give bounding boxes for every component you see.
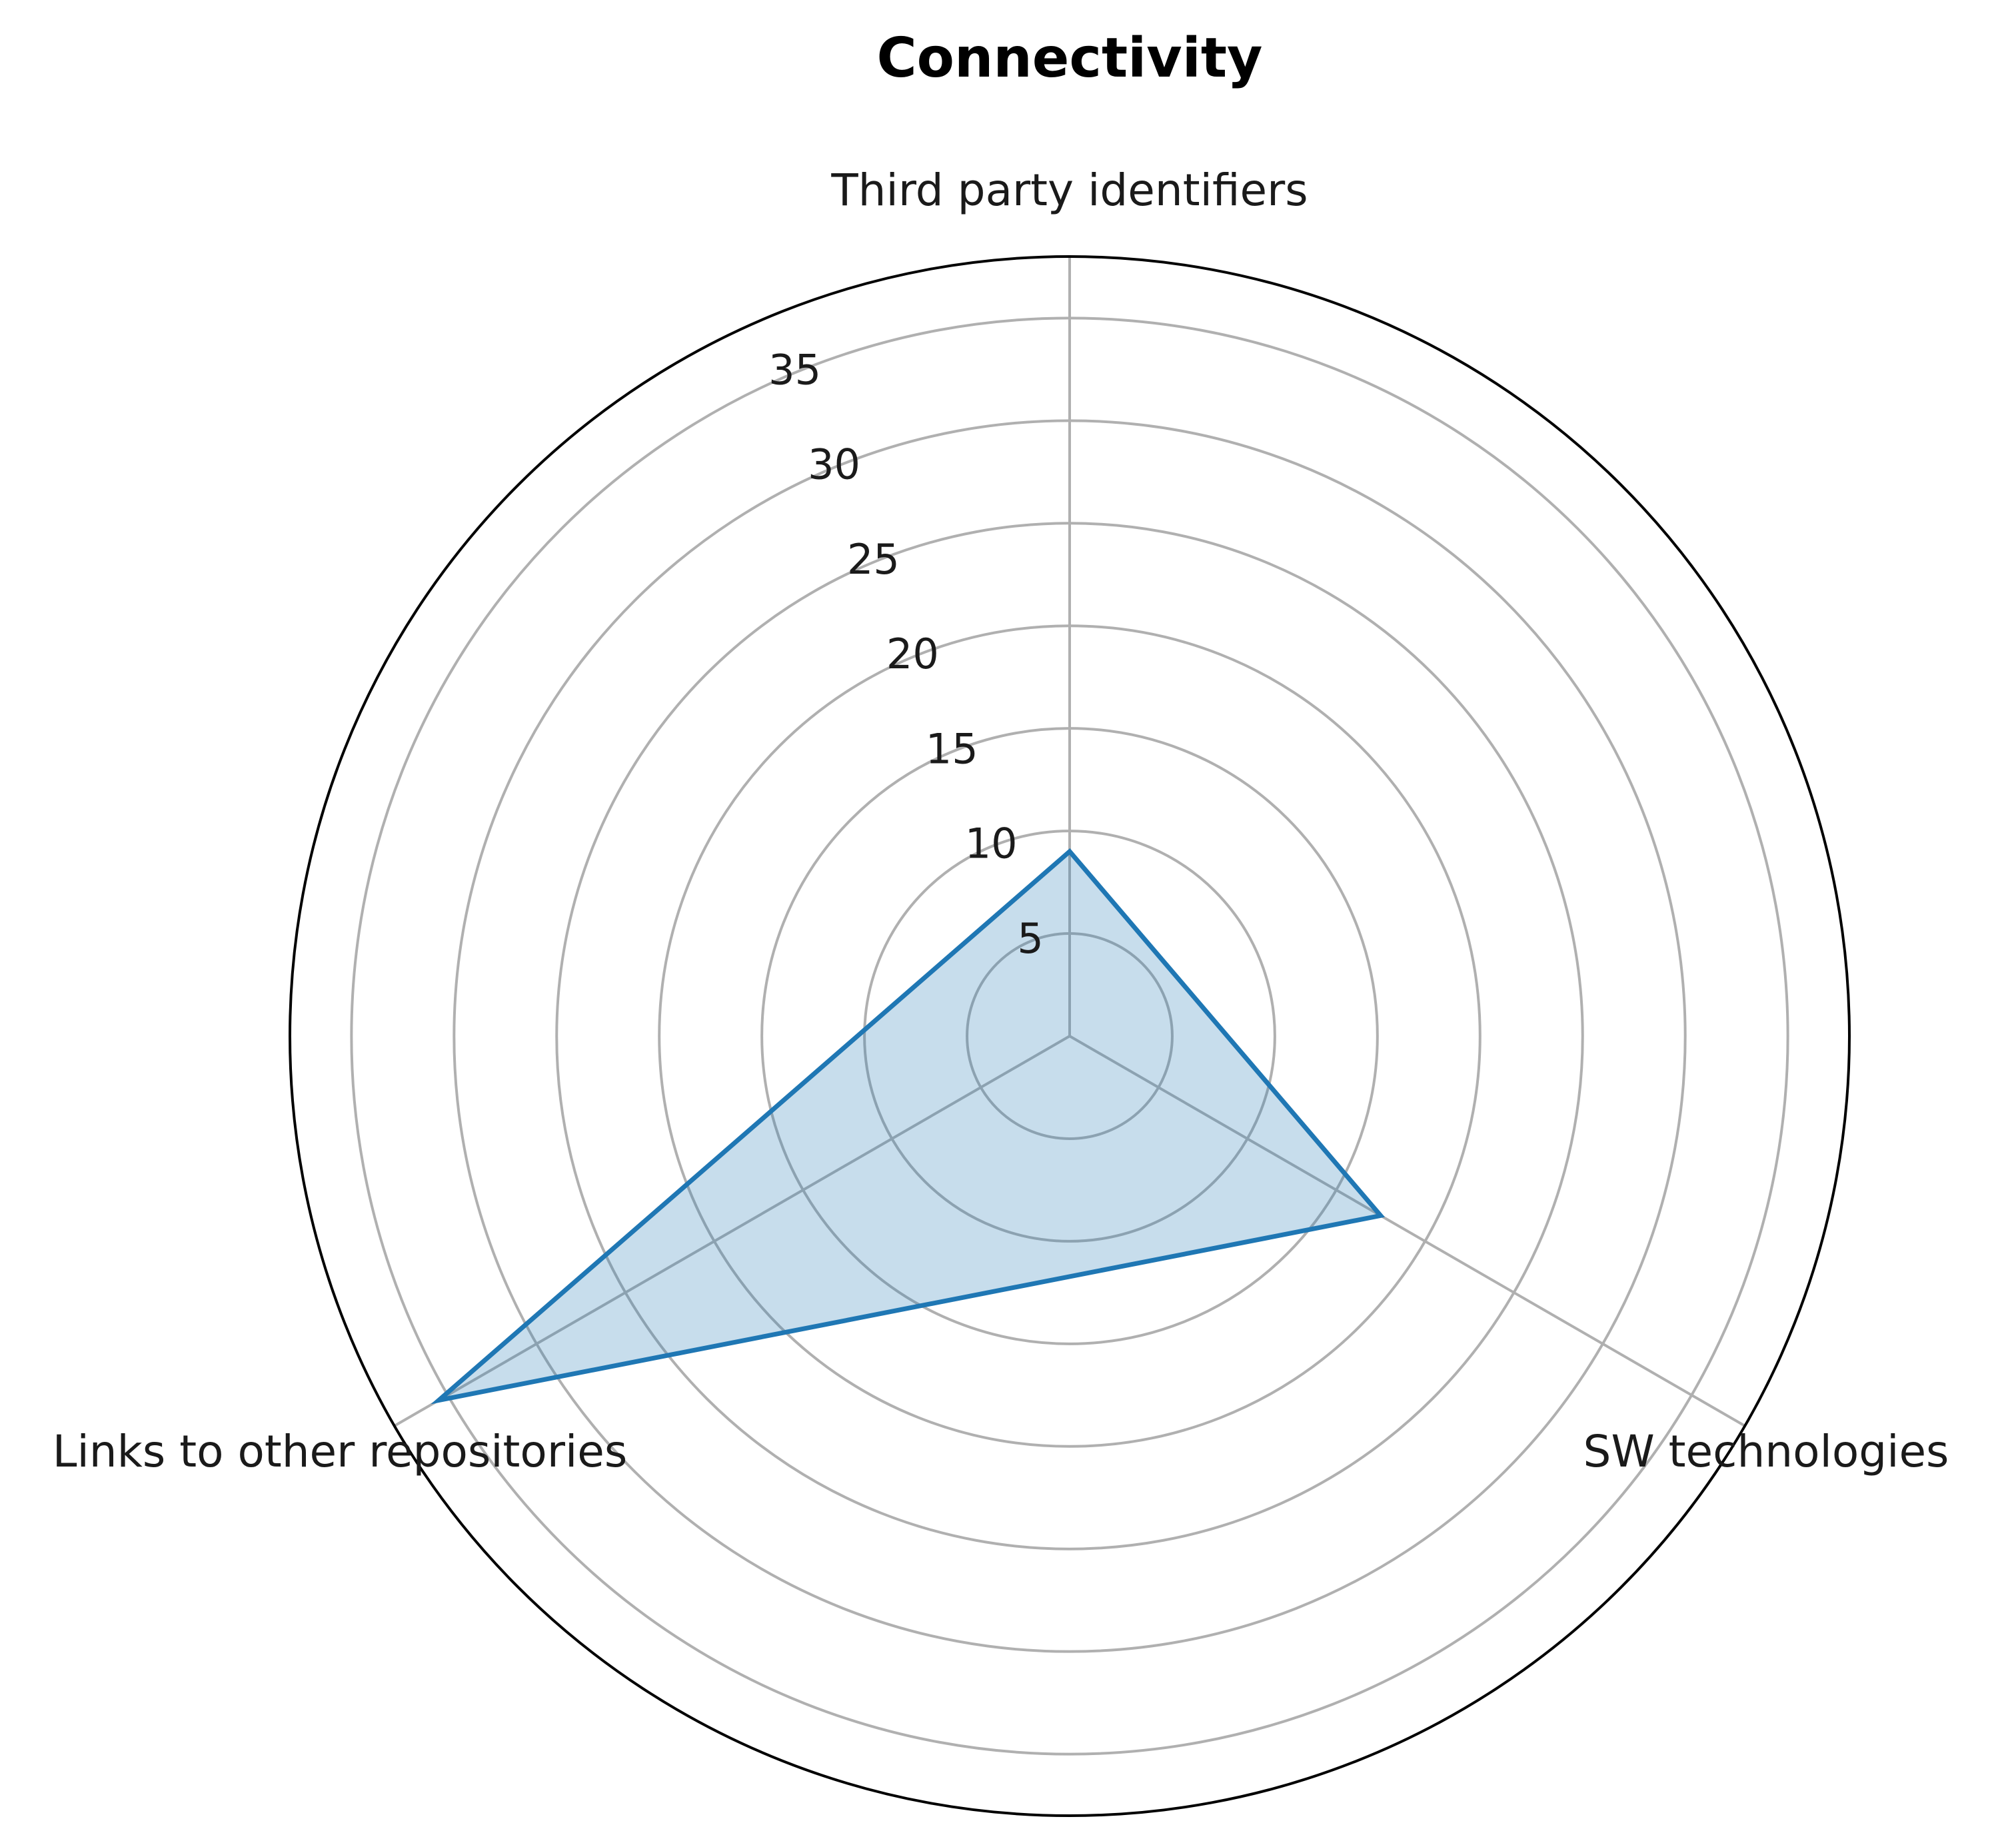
series-line-0	[431, 848, 1386, 1405]
axis-label-0: Third party identifiers	[830, 165, 1308, 216]
axis-label-2: Links to other repositories	[53, 1426, 628, 1477]
chart-title: Connectivity	[876, 27, 1262, 90]
tick-label-20: 20	[886, 630, 939, 678]
radar-series	[431, 848, 1386, 1405]
radial-tick-labels: 5 10 15 20 25 30 35	[768, 345, 1044, 962]
spoke-1	[1069, 1035, 1746, 1427]
tick-label-30: 30	[808, 440, 860, 489]
axis-label-1: SW technologies	[1583, 1426, 1949, 1477]
tick-label-35: 35	[768, 345, 821, 394]
radar-outer-frame	[289, 255, 1851, 1817]
spoke-2	[393, 1035, 1071, 1427]
radar-grid	[350, 257, 1789, 1756]
tick-label-25: 25	[847, 535, 900, 584]
tick-label-10: 10	[965, 820, 1018, 868]
axis-labels: Third party identifiers SW technologies Li…	[53, 165, 1949, 1477]
tick-label-15: 15	[926, 724, 978, 773]
series-area-0	[439, 851, 1381, 1401]
tick-label-5: 5	[1017, 914, 1043, 963]
